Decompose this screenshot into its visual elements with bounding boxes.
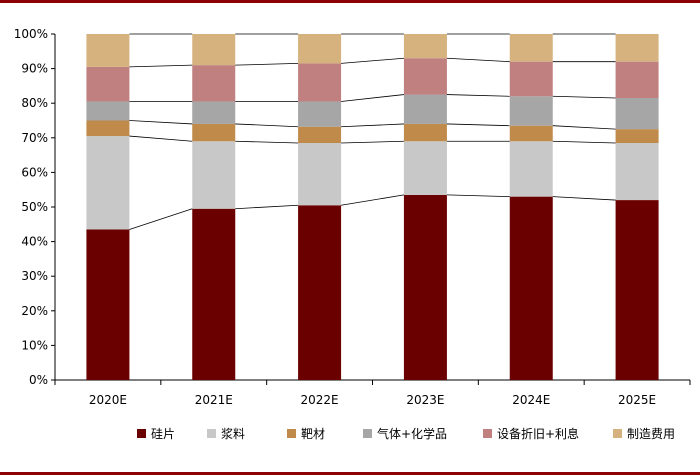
series-connector-line xyxy=(341,194,404,206)
bar-segment xyxy=(615,129,659,143)
y-tick-label: 40% xyxy=(21,235,48,249)
bar-segment xyxy=(509,125,553,142)
bar-segment xyxy=(86,229,130,380)
bar-segment xyxy=(509,196,553,380)
x-tick-label: 2022E xyxy=(301,393,339,407)
bar-segment xyxy=(403,94,447,124)
series-connector-line xyxy=(552,196,616,201)
bar-segment xyxy=(298,63,342,102)
top-rule xyxy=(0,0,700,3)
legend-label: 设备折旧+利息 xyxy=(497,426,579,441)
bar-segment xyxy=(509,141,553,197)
series-connector-line xyxy=(235,63,299,66)
series-connector-line xyxy=(129,208,193,230)
bar-segment xyxy=(86,120,130,137)
y-tick-label: 80% xyxy=(21,96,48,110)
series-connector-line xyxy=(235,140,299,144)
legend-swatch xyxy=(137,429,146,438)
bar-segment xyxy=(86,101,130,121)
series-connector-line xyxy=(129,120,193,125)
bar-segment xyxy=(192,34,236,66)
bar-segment xyxy=(403,141,447,195)
bar-segment xyxy=(192,65,236,102)
legend-label: 浆料 xyxy=(221,426,245,441)
series-connector-line xyxy=(341,123,404,128)
y-tick-label: 50% xyxy=(21,200,48,214)
x-tick-label: 2025E xyxy=(618,393,656,407)
legend-swatch xyxy=(483,429,492,438)
bar-segment xyxy=(192,141,236,209)
bar-segment xyxy=(615,142,659,201)
bar-segment xyxy=(298,34,342,64)
y-tick-label: 30% xyxy=(21,269,48,283)
x-tick-label: 2020E xyxy=(89,393,127,407)
series-connector-line xyxy=(235,123,299,128)
legend-label: 硅片 xyxy=(151,427,175,441)
legend-swatch xyxy=(207,429,216,438)
bar-segment xyxy=(192,123,236,142)
bar-segment xyxy=(298,101,342,127)
series-connector-line xyxy=(446,57,510,63)
bar-segment xyxy=(298,142,342,206)
series-connector-line xyxy=(129,64,193,68)
legend-label: 靶材 xyxy=(301,427,325,441)
y-tick-label: 60% xyxy=(21,165,48,179)
bar-segment xyxy=(403,58,447,95)
y-tick-label: 70% xyxy=(21,131,48,145)
bar-segment xyxy=(615,61,659,99)
series-connector-line xyxy=(341,94,404,102)
series-connector-line xyxy=(446,123,510,127)
x-tick-label: 2021E xyxy=(195,393,233,407)
bar-segment xyxy=(403,123,447,142)
bar-segment xyxy=(86,136,130,230)
bar-segment xyxy=(509,61,553,97)
series-connector-line xyxy=(552,95,616,99)
legend-label: 气体+化学品 xyxy=(377,426,447,441)
x-tick-label: 2024E xyxy=(512,393,550,407)
y-tick-label: 0% xyxy=(29,373,48,387)
y-tick-label: 100% xyxy=(14,27,48,41)
bar-segment xyxy=(403,194,447,380)
x-tick-label: 2023E xyxy=(406,393,444,407)
bar-segment xyxy=(403,34,447,59)
series-connector-line xyxy=(552,125,616,130)
bottom-rule xyxy=(0,472,700,475)
series-connector-line xyxy=(552,140,616,144)
bar-segment xyxy=(86,34,130,67)
bar-segment xyxy=(509,96,553,126)
legend-swatch xyxy=(363,429,372,438)
bar-segment xyxy=(298,126,342,143)
bar-segment xyxy=(192,208,236,380)
y-tick-label: 10% xyxy=(21,338,48,352)
series-connector-line xyxy=(446,94,510,97)
y-tick-label: 20% xyxy=(21,304,48,318)
y-tick-label: 90% xyxy=(21,62,48,76)
legend-swatch xyxy=(613,429,622,438)
bar-segment xyxy=(615,34,659,62)
bar-segment xyxy=(192,101,236,124)
bar-segment xyxy=(86,66,130,102)
series-connector-line xyxy=(446,194,510,198)
series-connector-line xyxy=(235,204,299,210)
series-connector-line xyxy=(341,140,404,144)
legend-swatch xyxy=(287,429,296,438)
legend-label: 制造费用 xyxy=(627,427,675,441)
series-connector-line xyxy=(129,135,193,142)
bar-segment xyxy=(615,200,659,380)
bar-segment xyxy=(615,98,659,130)
bar-segment xyxy=(298,205,342,380)
bar-segment xyxy=(509,34,553,62)
series-connector-line xyxy=(341,57,404,64)
